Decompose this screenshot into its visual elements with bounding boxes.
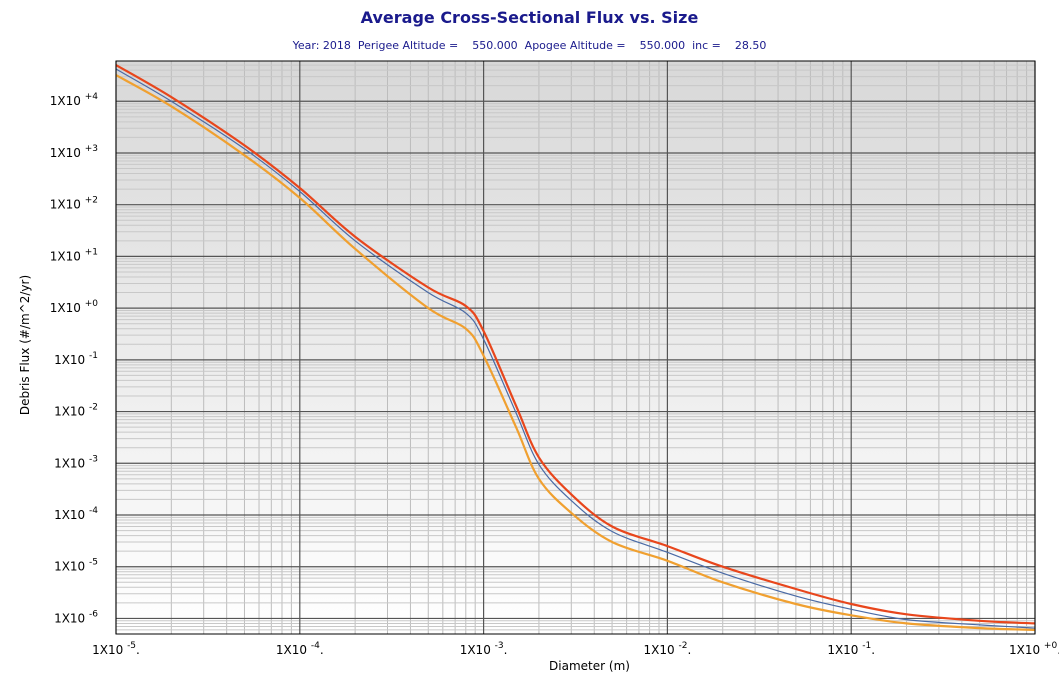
y-tick-label: 1X10 -5 [54, 558, 98, 574]
x-tick-label: 1X10 -3. [460, 641, 508, 657]
x-axis-label: Diameter (m) [549, 659, 630, 673]
y-tick-label: 1X10 -3 [54, 454, 98, 470]
x-tick-label: 1X10 -1. [827, 641, 875, 657]
plot-area [116, 61, 1035, 634]
series-line-1 [115, 64, 1036, 625]
y-tick-label: 1X10 +0 [50, 299, 98, 315]
major-gridlines [115, 61, 1036, 634]
x-tick-label: 1X10 +0. [1009, 641, 1059, 657]
series-layer [115, 64, 1036, 631]
series-line-3 [115, 74, 1036, 631]
chart-title: Average Cross-Sectional Flux vs. Size [360, 8, 699, 27]
y-tick-label: 1X10 -2 [54, 403, 98, 419]
y-tick-label: 1X10 -4 [54, 506, 98, 522]
plot-frame [115, 60, 1036, 635]
y-tick-label: 1X10 +3 [50, 144, 98, 160]
y-tick-label: 1X10 -1 [54, 351, 98, 367]
series-line-2 [115, 68, 1036, 629]
y-tick-labels: 1X10 +4 1X10 +3 1X10 +2 1X10 +1 1X10 +0 1X10 … [50, 92, 98, 625]
x-tick-labels: 1X10 -5. 1X10 -4. 1X10 -3. 1X10 -2. 1X10 -1.… [92, 641, 1059, 657]
chart-subtitle: Year: 2018 Perigee Altitude = 550.000 Ap… [292, 39, 767, 52]
y-tick-label: 1X10 +4 [50, 92, 98, 108]
x-tick-label: 1X10 -4. [276, 641, 324, 657]
minor-gridlines [116, 60, 1035, 635]
y-tick-label: 1X10 +1 [50, 247, 98, 263]
x-tick-label: 1X10 -2. [644, 641, 692, 657]
x-tick-label: 1X10 -5. [92, 641, 140, 657]
y-tick-label: 1X10 -6 [54, 609, 98, 625]
y-tick-label: 1X10 +2 [50, 196, 98, 212]
